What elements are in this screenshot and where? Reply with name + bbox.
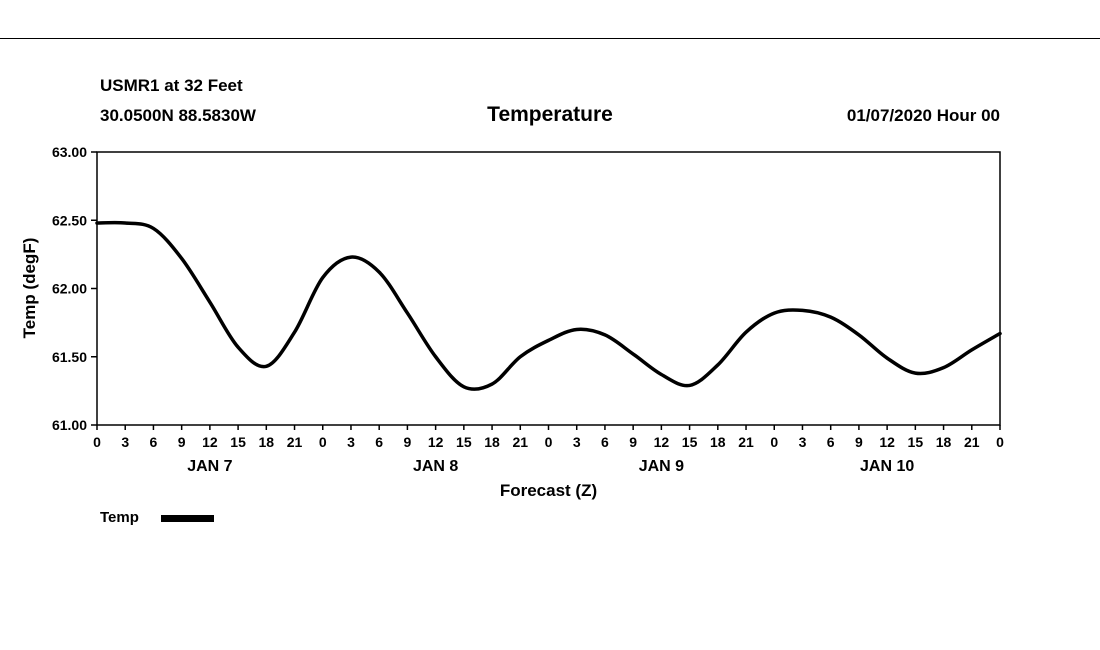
x-tick-label: 3 <box>799 434 807 450</box>
y-tick-label: 62.00 <box>52 281 87 297</box>
x-tick-label: 6 <box>601 434 609 450</box>
station-coordinates: 30.0500N 88.5830W <box>100 106 256 125</box>
y-tick-label: 61.00 <box>52 417 87 433</box>
x-tick-label: 15 <box>908 434 924 450</box>
x-tick-label: 12 <box>428 434 444 450</box>
x-tick-label: 6 <box>150 434 158 450</box>
x-tick-label: 6 <box>375 434 383 450</box>
x-tick-label: 0 <box>996 434 1004 450</box>
x-tick-label: 9 <box>178 434 186 450</box>
x-tick-label: 3 <box>573 434 581 450</box>
x-tick-label: 21 <box>512 434 528 450</box>
x-tick-label: 0 <box>770 434 778 450</box>
day-label: JAN 9 <box>639 458 684 475</box>
x-tick-label: 18 <box>259 434 275 450</box>
day-label: JAN 8 <box>413 458 458 475</box>
x-tick-label: 3 <box>121 434 129 450</box>
x-tick-label: 21 <box>287 434 303 450</box>
x-tick-label: 9 <box>404 434 412 450</box>
forecast-run-date: 01/07/2020 Hour 00 <box>846 106 1000 125</box>
y-tick-label: 61.50 <box>52 349 87 365</box>
y-tick-label: 62.50 <box>52 212 87 228</box>
x-tick-label: 18 <box>710 434 726 450</box>
x-tick-label: 18 <box>936 434 952 450</box>
x-tick-label: 15 <box>682 434 698 450</box>
x-tick-label: 21 <box>964 434 980 450</box>
station-name: USMR1 at 32 Feet <box>100 76 243 95</box>
x-tick-label: 9 <box>855 434 863 450</box>
x-tick-label: 6 <box>827 434 835 450</box>
temp-line <box>95 220 1002 391</box>
x-tick-label: 12 <box>654 434 670 450</box>
x-tick-label: 12 <box>202 434 218 450</box>
x-tick-label: 3 <box>347 434 355 450</box>
x-tick-label: 0 <box>545 434 553 450</box>
x-tick-label: 0 <box>319 434 327 450</box>
day-label: JAN 10 <box>860 458 914 475</box>
top-divider-rule <box>0 38 1100 39</box>
x-tick-label: 21 <box>738 434 754 450</box>
legend-label-temp: Temp <box>100 509 139 526</box>
y-tick-label: 63.00 <box>52 144 87 160</box>
x-tick-label: 9 <box>629 434 637 450</box>
day-label: JAN 7 <box>187 458 232 475</box>
x-tick-label: 0 <box>93 434 101 450</box>
legend-swatch-temp-line <box>161 515 214 522</box>
x-tick-label: 15 <box>456 434 472 450</box>
x-tick-label: 15 <box>230 434 246 450</box>
x-tick-label: 18 <box>484 434 500 450</box>
x-tick-label: 12 <box>879 434 895 450</box>
plot-frame <box>96 151 1001 426</box>
